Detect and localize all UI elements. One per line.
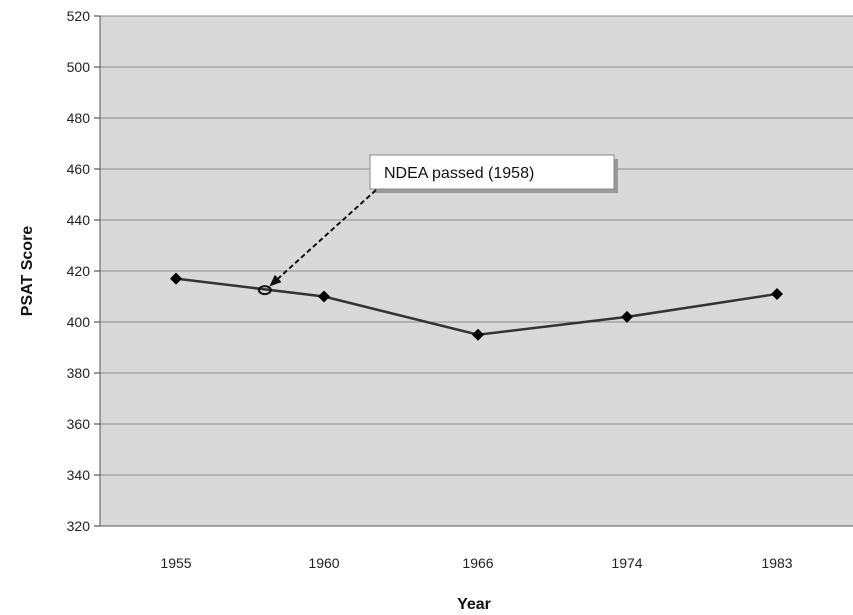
y-tick-label: 340	[67, 467, 91, 483]
y-tick-label: 320	[67, 518, 91, 534]
y-tick-label: 380	[67, 365, 91, 381]
axes	[99, 16, 853, 527]
y-tick-label: 360	[67, 416, 91, 432]
data-point	[472, 328, 484, 341]
annotation-point	[257, 285, 272, 296]
annotation: NDEA passed (1958)	[257, 154, 618, 296]
annotation-box	[369, 154, 615, 190]
y-tick-label: 480	[67, 110, 91, 126]
x-tick-label: 1955	[160, 555, 191, 571]
x-tick-label: 1960	[308, 555, 339, 571]
x-tick-label: 1983	[761, 555, 792, 571]
y-tick-label: 400	[67, 314, 91, 330]
annotation-text: NDEA passed (1958)	[384, 165, 534, 182]
x-tick-labels: 1955 1960 1966 1974 1983	[160, 555, 792, 571]
data-point	[170, 272, 182, 285]
y-axis-title: PSAT Score	[19, 226, 36, 317]
y-tick-label: 500	[67, 59, 91, 75]
y-tick-label: 460	[67, 161, 91, 177]
y-tick-label: 440	[67, 212, 91, 228]
y-tick-label: 420	[67, 263, 91, 279]
data-point	[771, 287, 783, 300]
x-axis-title: Year	[457, 596, 491, 613]
data-point	[318, 290, 330, 303]
y-tick-label: 520	[67, 8, 91, 24]
series	[170, 272, 783, 341]
data-point	[621, 310, 633, 323]
x-tick-label: 1966	[462, 555, 493, 571]
x-tick-label: 1974	[611, 555, 642, 571]
y-tick-labels: 320 340 360 380 400 420 440 460 480 500 520	[67, 8, 91, 534]
